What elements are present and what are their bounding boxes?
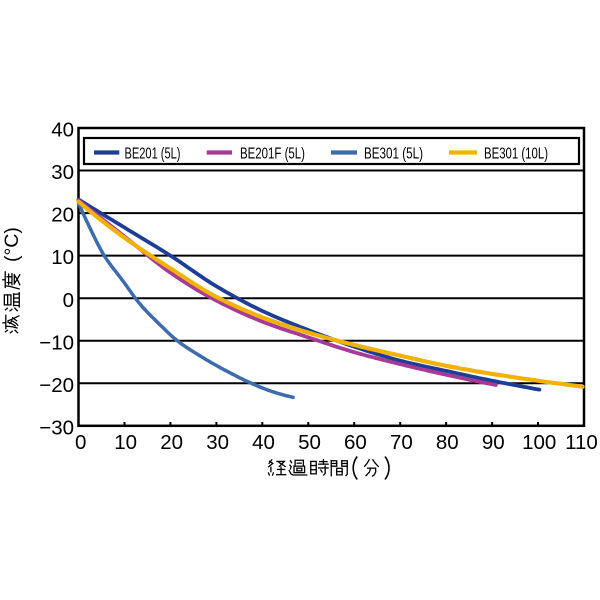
svg-text:50: 50 bbox=[298, 431, 321, 454]
svg-text:40: 40 bbox=[51, 119, 74, 142]
svg-text:80: 80 bbox=[436, 431, 459, 454]
svg-text:10: 10 bbox=[51, 246, 74, 269]
svg-text:−30: −30 bbox=[39, 416, 74, 439]
svg-text:20: 20 bbox=[51, 204, 74, 227]
svg-text:BE301 (5L): BE301 (5L) bbox=[364, 146, 423, 163]
svg-text:70: 70 bbox=[390, 431, 413, 454]
svg-text:−10: −10 bbox=[39, 331, 74, 354]
svg-text:BE301 (10L): BE301 (10L) bbox=[484, 146, 548, 163]
svg-text:10: 10 bbox=[114, 431, 137, 454]
svg-text:30: 30 bbox=[51, 161, 74, 184]
svg-text:100: 100 bbox=[522, 431, 556, 454]
svg-text:30: 30 bbox=[206, 431, 229, 454]
svg-text:110: 110 bbox=[565, 431, 598, 454]
svg-text:0: 0 bbox=[75, 431, 86, 454]
svg-text:BE201 (5L): BE201 (5L) bbox=[125, 146, 181, 163]
svg-text:90: 90 bbox=[482, 431, 505, 454]
svg-text:−20: −20 bbox=[39, 374, 74, 397]
svg-text:(°C): (°C) bbox=[1, 227, 23, 262]
svg-text:20: 20 bbox=[160, 431, 183, 454]
svg-text:0: 0 bbox=[63, 289, 74, 312]
svg-text:BE201F (5L): BE201F (5L) bbox=[240, 146, 305, 163]
svg-text:60: 60 bbox=[344, 431, 367, 454]
svg-text:40: 40 bbox=[252, 431, 275, 454]
